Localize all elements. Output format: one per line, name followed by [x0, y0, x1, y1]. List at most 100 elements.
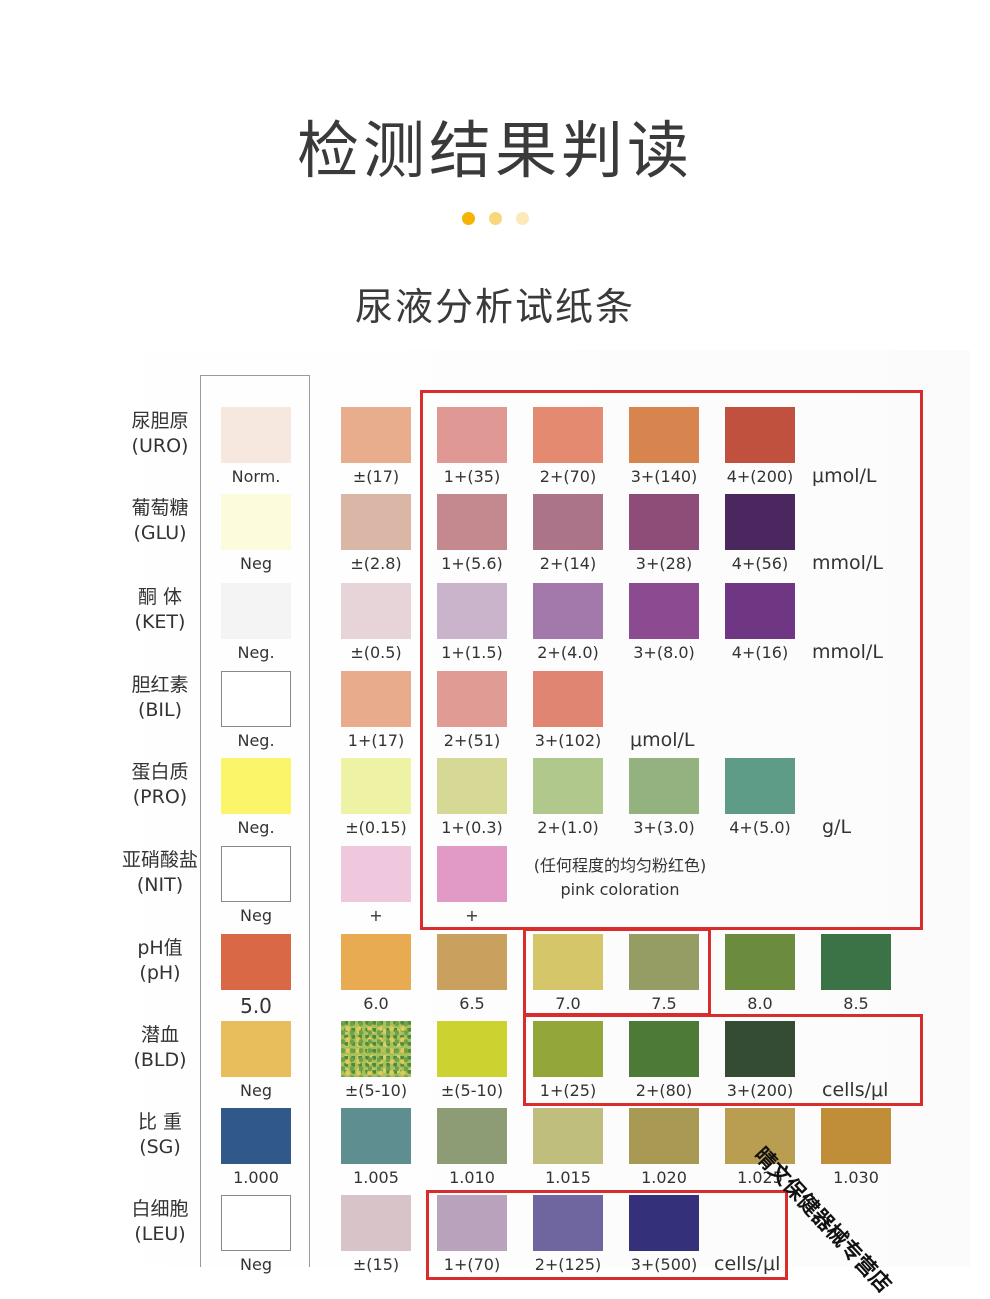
swatch-label: 5.0 [240, 994, 272, 1018]
swatch-label: 3+(140) [630, 467, 698, 486]
swatch-label: Neg [240, 1081, 272, 1100]
swatch-label: 6.0 [363, 994, 389, 1013]
dot-3 [515, 212, 529, 225]
row-name-cn: 蛋白质 [131, 761, 189, 783]
color-swatch [629, 1108, 699, 1164]
swatch-label: 7.5 [651, 994, 677, 1013]
highlight-box-bld [523, 1014, 923, 1106]
color-swatch [437, 407, 507, 463]
swatch-label: 3+(200) [726, 1081, 794, 1100]
row-name-cn: pH值 [137, 937, 183, 959]
color-swatch [725, 407, 795, 463]
swatch-label: Neg. [237, 818, 275, 837]
color-swatch [341, 758, 411, 814]
swatch-label: Neg. [237, 731, 275, 750]
swatch-label: 8.5 [843, 994, 869, 1013]
swatch-label: 2+(4.0) [537, 643, 599, 662]
swatch-label: ±(2.8) [350, 554, 402, 573]
row-name-en: (PRO) [132, 786, 188, 808]
row-name: pH值 (pH) [105, 936, 215, 986]
swatch-label: 1.015 [545, 1168, 591, 1187]
swatch-label: 1.000 [233, 1168, 279, 1187]
row-name-en: (pH) [139, 962, 181, 984]
color-swatch [341, 671, 411, 727]
row-name: 尿胆原 (URO) [105, 409, 215, 459]
color-swatch [221, 934, 291, 990]
color-swatch [821, 934, 891, 990]
row-name-en: (GLU) [133, 522, 187, 544]
swatch-label: 1+(25) [539, 1081, 597, 1100]
row-name-cn: 白细胞 [131, 1198, 189, 1220]
swatch-label: Neg. [237, 643, 275, 662]
swatch-label: 1.025 [737, 1168, 783, 1187]
swatch-label: ±(5-10) [344, 1081, 408, 1100]
color-swatch [725, 1108, 795, 1164]
swatch-label: ±(0.5) [350, 643, 402, 662]
color-swatch [533, 1108, 603, 1164]
section-subtitle: 尿液分析试纸条 [354, 285, 635, 329]
color-swatch [821, 1108, 891, 1164]
swatch-label: 1+(0.3) [441, 818, 503, 837]
color-swatch [533, 494, 603, 550]
color-swatch [629, 934, 699, 990]
note-cn: (任何程度的均匀粉红色) [533, 856, 707, 875]
color-swatch [533, 1021, 603, 1077]
note-en: pink coloration [560, 880, 680, 899]
color-swatch [437, 494, 507, 550]
color-swatch [221, 1195, 291, 1251]
swatch-label: + [465, 906, 479, 925]
swatch-label: 1+(5.6) [441, 554, 503, 573]
color-swatch [437, 583, 507, 639]
row-name-en: (KET) [134, 611, 186, 633]
color-swatch [533, 1195, 603, 1251]
swatch-label: 2+(14) [539, 554, 597, 573]
color-swatch [629, 407, 699, 463]
row-name-cn: 比 重 [137, 1111, 183, 1133]
color-swatch [221, 1108, 291, 1164]
swatch-label: 7.0 [555, 994, 581, 1013]
row-name-cn: 酮 体 [137, 586, 183, 608]
color-swatch [437, 758, 507, 814]
unit-label: mmol/L [812, 552, 883, 574]
color-swatch [341, 1195, 411, 1251]
row-name: 胆红素 (BIL) [105, 673, 215, 723]
color-swatch [533, 758, 603, 814]
swatch-label: + [369, 906, 383, 925]
unit-label: mmol/L [812, 641, 883, 663]
swatch-label: ±(0.15) [345, 818, 407, 837]
color-swatch [725, 494, 795, 550]
swatch-label: 4+(5.0) [729, 818, 791, 837]
color-swatch [437, 1108, 507, 1164]
color-swatch [629, 583, 699, 639]
color-swatch [629, 1195, 699, 1251]
color-swatch [437, 671, 507, 727]
row-name: 潜血 (BLD) [105, 1023, 215, 1073]
swatch-label: 1+(1.5) [441, 643, 503, 662]
color-swatch [341, 407, 411, 463]
color-swatch [437, 934, 507, 990]
color-swatch [341, 1108, 411, 1164]
row-name-en: (URO) [131, 435, 189, 457]
dot-1 [461, 212, 475, 225]
color-swatch [221, 583, 291, 639]
row-name-en: (SG) [139, 1136, 181, 1158]
row-name-cn: 胆红素 [131, 674, 189, 696]
color-swatch [629, 494, 699, 550]
row-name-cn: 潜血 [140, 1024, 179, 1046]
swatch-label: 2+(51) [443, 731, 501, 750]
color-swatch [533, 934, 603, 990]
swatch-label: 4+(16) [731, 643, 789, 662]
color-swatch [533, 671, 603, 727]
highlight-box-main [420, 390, 923, 930]
color-swatch [725, 758, 795, 814]
color-swatch [533, 407, 603, 463]
color-swatch [221, 846, 291, 902]
swatch-label: 1.005 [353, 1168, 399, 1187]
color-swatch [341, 1021, 411, 1077]
unit-label: μmol/L [630, 729, 695, 751]
pagination-dots [0, 210, 990, 229]
swatch-label: ±(17) [352, 467, 400, 486]
swatch-label: ±(5-10) [440, 1081, 504, 1100]
row-name-en: (BIL) [137, 699, 183, 721]
swatch-label: ±(15) [352, 1255, 400, 1274]
